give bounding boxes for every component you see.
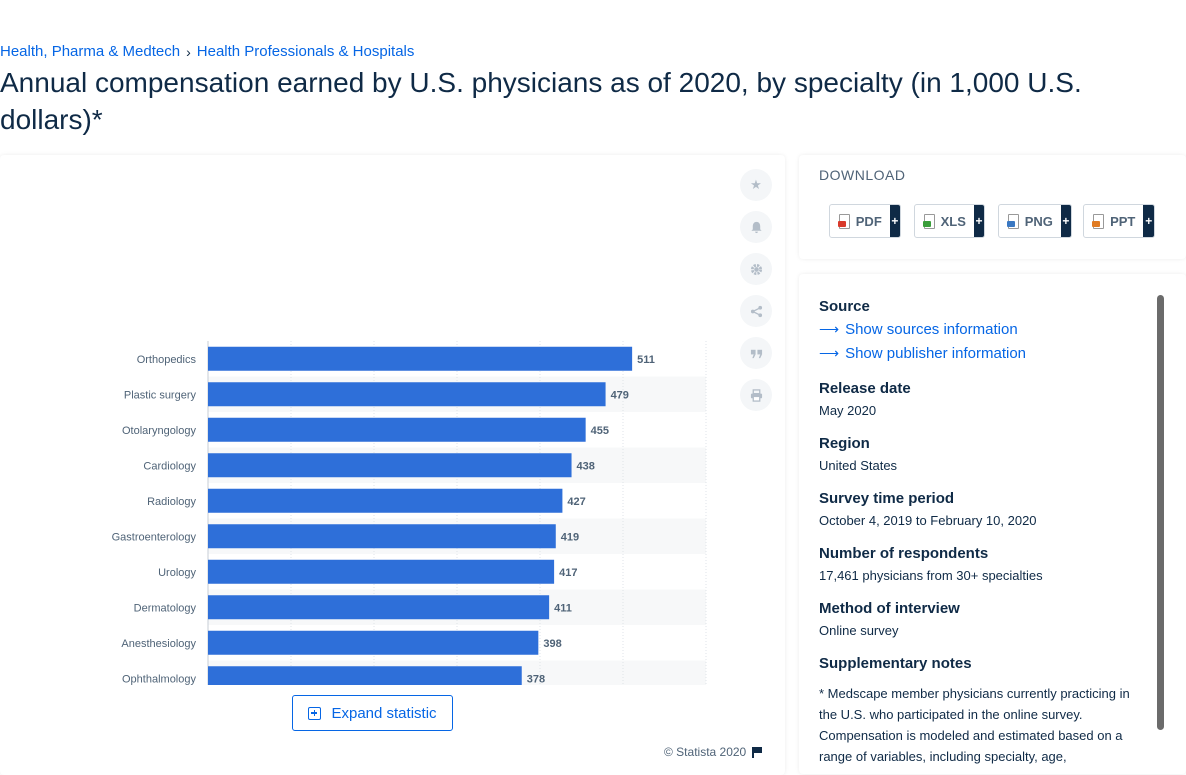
download-pdf-label: PDF [855, 213, 882, 229]
quote-icon[interactable] [740, 337, 772, 369]
bell-icon[interactable] [740, 211, 772, 243]
show-sources-link[interactable]: ⟶ Show sources information [819, 321, 1018, 338]
bar [208, 382, 606, 407]
flag-icon[interactable] [752, 746, 763, 758]
plus-icon: + [1060, 205, 1071, 237]
scrollbar[interactable] [1157, 295, 1164, 730]
bar [208, 453, 572, 478]
plus-icon: + [1143, 205, 1154, 237]
category-label: Orthopedics [137, 354, 197, 366]
page-title: Annual compensation earned by U.S. physi… [0, 67, 1082, 135]
plus-icon: + [889, 205, 900, 237]
survey-period-label: Survey time period [819, 490, 955, 507]
show-publisher-label: Show publisher information [845, 345, 1027, 362]
copyright-text: © Statista 2020 [664, 745, 747, 759]
png-file-icon [1007, 213, 1019, 229]
release-date-label: Release date [819, 380, 911, 397]
respondents-label: Number of respondents [819, 545, 989, 562]
bar-chart: Orthopedics 511 Plastic surgery 479 Otolaryn… [112, 341, 707, 685]
bar [208, 488, 563, 513]
pdf-file-icon [838, 213, 850, 229]
expand-statistic-label: Expand statistic [331, 704, 437, 722]
arrow-right-icon: ⟶ [819, 345, 840, 361]
category-label: Cardiology [143, 460, 196, 472]
data-label: 417 [559, 567, 577, 579]
data-label: 427 [567, 496, 585, 508]
download-title: DOWNLOAD [819, 167, 906, 183]
data-label: 479 [611, 389, 629, 401]
region-value: United States [819, 458, 898, 473]
xls-file-icon [923, 213, 935, 229]
share-icon[interactable] [740, 295, 772, 327]
data-label: 455 [591, 425, 609, 437]
respondents-value: 17,461 physicians from 30+ specialties [819, 568, 1043, 583]
category-label: Anesthesiology [121, 638, 196, 650]
arrow-right-icon: ⟶ [819, 321, 840, 337]
expand-icon [308, 706, 322, 720]
survey-period-value: October 4, 2019 to February 10, 2020 [819, 513, 1037, 528]
region-label: Region [819, 435, 870, 452]
bar [208, 595, 550, 620]
show-publisher-link[interactable]: ⟶ Show publisher information [819, 345, 1026, 362]
bar [208, 417, 586, 442]
method-value: Online survey [819, 623, 899, 638]
download-png-label: PNG [1024, 213, 1053, 229]
show-sources-label: Show sources information [845, 321, 1018, 338]
category-label: Plastic surgery [124, 389, 197, 401]
category-label: Urology [158, 567, 196, 579]
method-label: Method of interview [819, 600, 960, 617]
category-label: Gastroenterology [112, 531, 197, 543]
breadcrumb-item-professionals[interactable]: Health Professionals & Hospitals [196, 43, 415, 60]
bar [208, 559, 555, 584]
data-label: 511 [637, 354, 655, 366]
category-label: Dermatology [134, 602, 197, 614]
data-label: 398 [543, 638, 561, 650]
download-pdf-button[interactable]: PDF + [829, 204, 901, 238]
copyright: © Statista 2020 [664, 745, 763, 759]
expand-statistic-button[interactable]: Expand statistic [292, 695, 453, 731]
bar [208, 666, 522, 685]
ppt-file-icon [1092, 213, 1105, 229]
category-label: Radiology [147, 496, 196, 508]
source-label: Source [819, 298, 870, 315]
download-png-button[interactable]: PNG + [998, 204, 1072, 238]
download-xls-button[interactable]: XLS + [914, 204, 985, 238]
breadcrumb: Health, Pharma & Medtech › Health Profes… [0, 43, 414, 60]
data-label: 378 [527, 673, 545, 685]
bar [208, 346, 633, 371]
print-icon[interactable] [740, 379, 772, 411]
star-icon[interactable]: ★ [740, 169, 772, 201]
download-card: DOWNLOAD PDF + XLS + PNG + PPT + [799, 155, 1186, 259]
details-card: Source ⟶ Show sources information ⟶ Show… [799, 274, 1186, 774]
bar [208, 524, 556, 549]
plus-icon: + [973, 205, 984, 237]
release-date-value: May 2020 [819, 403, 877, 418]
download-ppt-button[interactable]: PPT + [1083, 204, 1155, 238]
chart-card: Orthopedics 511 Plastic surgery 479 Otolaryn… [0, 155, 785, 775]
category-label: Otolaryngology [122, 425, 196, 437]
notes-value: * Medscape member physicians currently p… [819, 686, 1130, 764]
data-label: 419 [561, 531, 579, 543]
category-label: Ophthalmology [122, 673, 196, 685]
download-ppt-label: PPT [1110, 213, 1136, 229]
data-label: 438 [577, 460, 595, 472]
breadcrumb-separator: › [186, 43, 191, 60]
bar [208, 630, 539, 655]
data-label: 411 [554, 602, 572, 614]
breadcrumb-item-health[interactable]: Health, Pharma & Medtech [0, 43, 181, 60]
download-xls-label: XLS [940, 213, 966, 229]
notes-label: Supplementary notes [819, 655, 972, 672]
gear-icon[interactable] [740, 253, 772, 285]
